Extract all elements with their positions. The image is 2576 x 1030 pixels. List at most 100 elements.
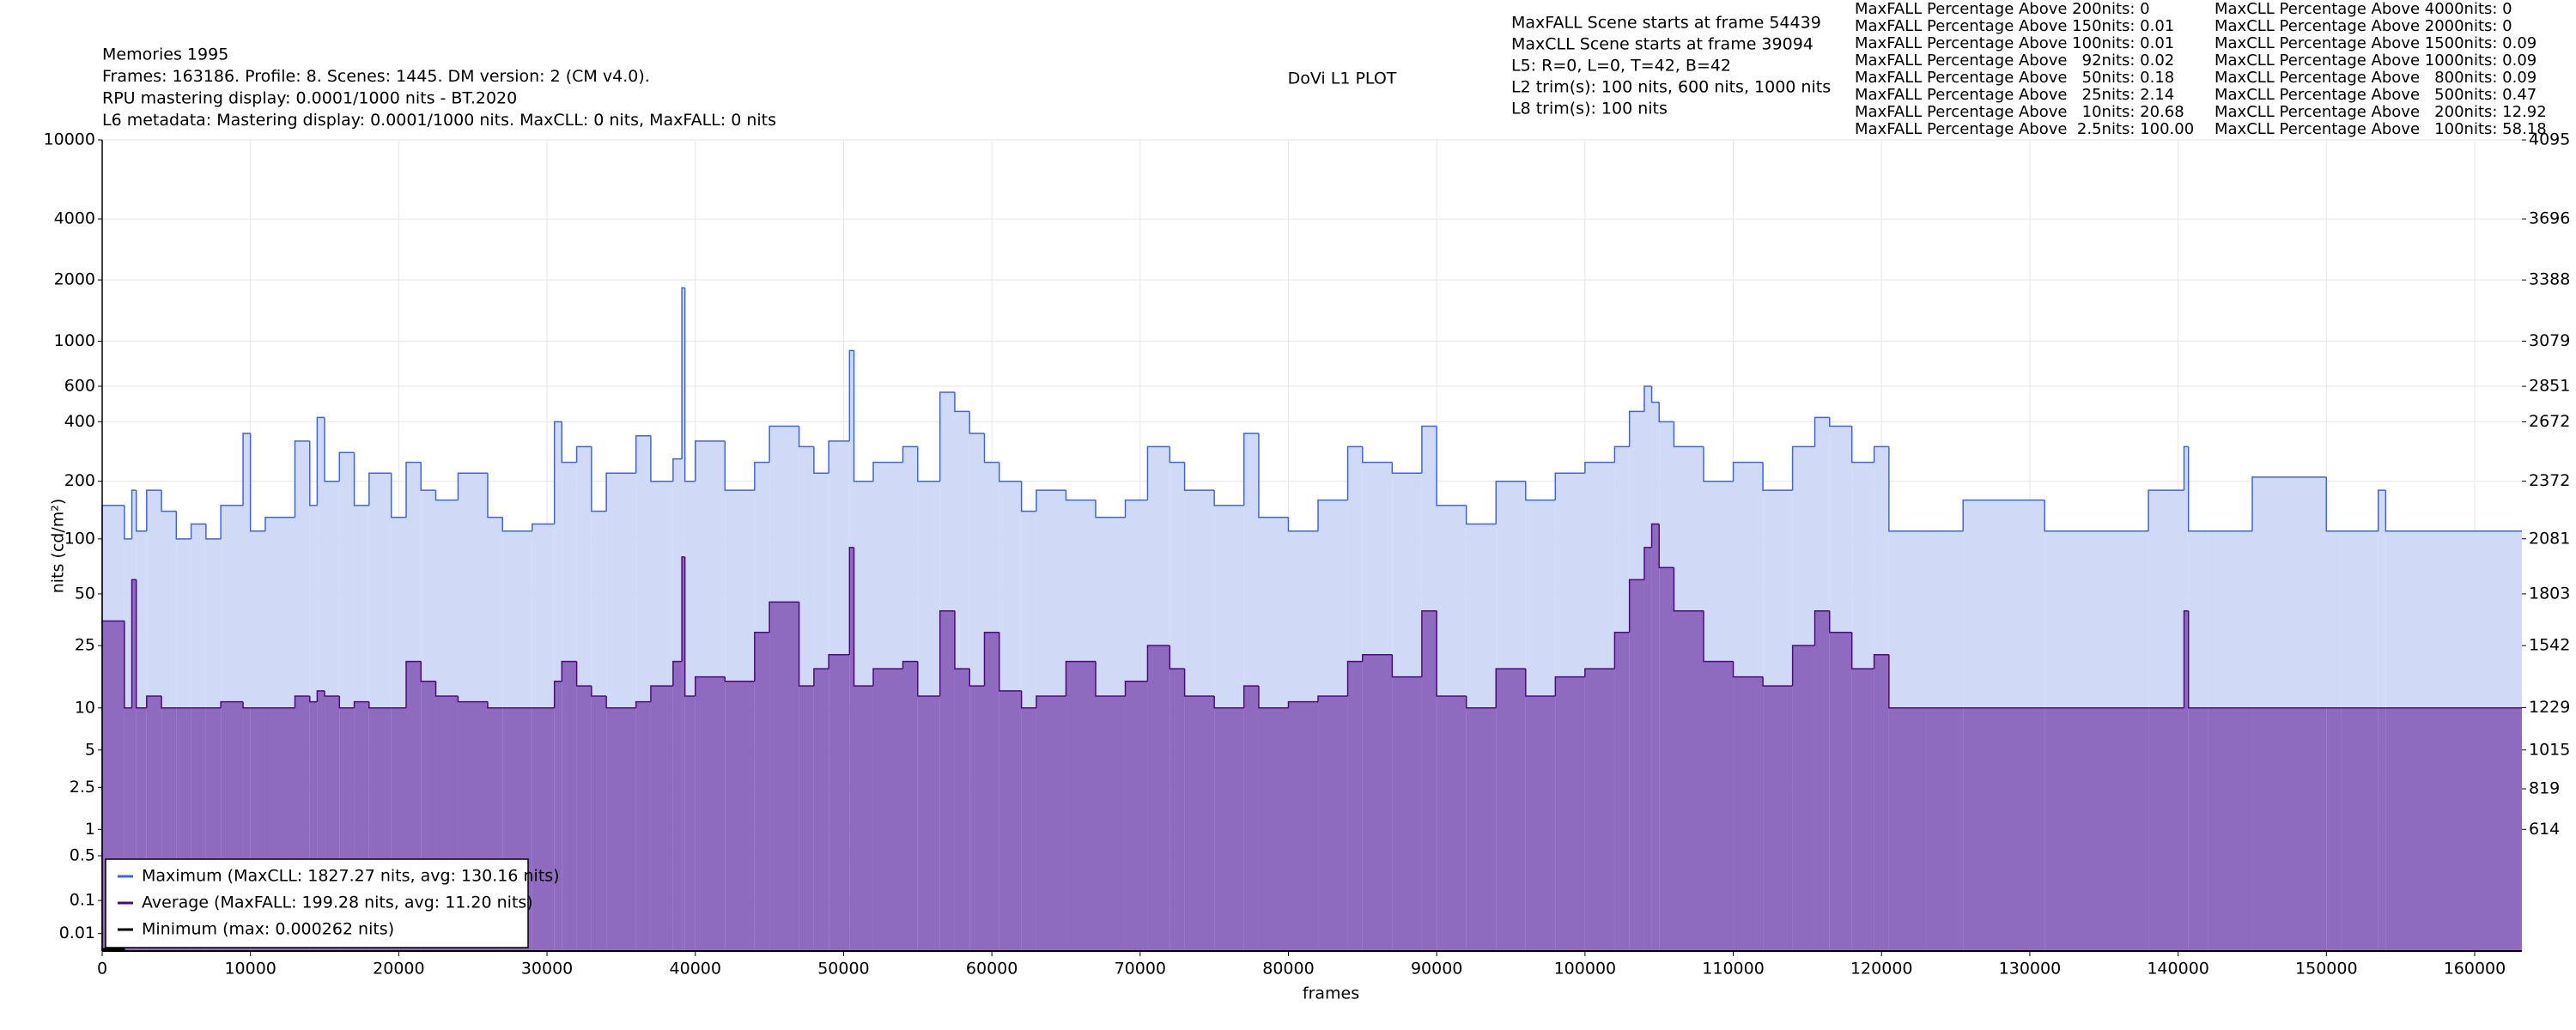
x-tick-label: 20000 [373,960,424,978]
step-line [1317,695,1348,702]
step-line [1213,696,1244,709]
x-tick-label: 70000 [1115,960,1166,978]
step-line [954,610,970,670]
step-line [1762,676,1793,687]
y2-tick-label: 4095 [2529,130,2570,149]
step-line [2183,445,2189,491]
step-area [829,654,850,951]
step-line [457,472,488,500]
step-line [161,490,177,512]
y-tick-label: 0.01 [59,924,95,942]
maxfall-percentage: MaxFALL Percentage Above 100nits: 0.01 [1855,34,2174,52]
x-tick-label: 50000 [817,960,869,978]
step-line [2187,610,2208,709]
step-area [532,707,555,951]
step-area [309,701,318,951]
step-line [1124,680,1148,697]
chart-title: DoVi L1 PLOT [1288,70,1397,88]
step-line [124,621,132,709]
step-line [754,461,770,491]
step-area [1963,707,2045,951]
step-line [2251,476,2327,531]
step-area [576,686,592,951]
step-area [554,681,562,951]
step-line [813,446,829,475]
step-line [1495,480,1526,524]
y2-tick-label: 2672 [2529,412,2570,431]
step-area [2251,707,2327,951]
step-line [1829,417,1852,427]
step-line [161,696,177,709]
step-line [190,523,206,539]
step-line [1888,446,1927,532]
y2-tick-label: 819 [2529,779,2560,798]
step-line [1362,446,1393,464]
step-line [1628,579,1644,633]
step-line [591,446,607,512]
step-line [1095,500,1126,518]
step-area [1258,707,1289,951]
step-line [1421,610,1437,677]
step-line [553,680,562,708]
legend-label: Maximum (MaxCLL: 1827.27 nits, avg: 130.… [142,867,560,886]
maxfall-percentage: MaxFALL Percentage Above 150nits: 0.01 [1855,17,2174,35]
step-line [798,602,814,687]
step-line [650,685,673,702]
step-line [1554,676,1585,697]
x-tick-label: 100000 [1554,960,1617,978]
step-area [854,686,873,951]
x-tick-label: 0 [97,960,107,978]
step-line [828,654,850,670]
x-tick-label: 110000 [1702,960,1765,978]
step-line [316,690,325,702]
step-area [591,696,607,951]
step-line [1065,660,1096,697]
maxcll-percentage: MaxCLL Percentage Above 1000nits: 0.09 [2215,52,2537,70]
legend-label: Average (MaxFALL: 199.28 nits, avg: 11.2… [142,894,533,912]
y-tick-label: 0.1 [70,891,95,910]
step-area [2044,707,2149,951]
step-line [1658,524,1674,569]
step-line [175,511,191,540]
step-area [917,696,940,951]
step-line [294,440,310,518]
step-line [368,472,392,506]
step-line [1391,462,1422,475]
step-line [1020,481,1036,512]
step-area [799,686,814,951]
x-tick-label: 150000 [2295,960,2358,978]
scene-info-line: L5: R=0, L=0, T=42, B=42 [1511,57,1731,76]
step-line [457,696,488,703]
step-line [1628,410,1644,447]
step-area [1659,567,1674,951]
maxcll-percentage: MaxCLL Percentage Above 800nits: 0.09 [2215,69,2537,87]
step-line [532,523,555,531]
step-line [501,517,532,532]
step-line [798,426,814,448]
step-area [684,696,696,951]
step-line [309,440,318,506]
y-tick-label: 4000 [54,209,95,228]
step-area [672,661,683,951]
step-line [242,433,251,506]
step-line [954,392,970,413]
step-area [902,661,918,951]
step-area [1874,654,1889,951]
y-tick-label: 2.5 [70,778,95,797]
step-area [1095,696,1126,951]
step-area [1318,696,1348,951]
step-line [316,416,325,506]
step-line [1065,490,1096,501]
maxfall-percentage: MaxFALL Percentage Above 25nits: 2.14 [1855,86,2174,104]
y-tick-label: 2000 [54,270,95,289]
step-line [605,696,636,709]
step-line [969,669,985,687]
step-area [1733,676,1764,951]
step-line [1643,385,1652,412]
maxfall-percentage: MaxFALL Percentage Above 10nits: 20.68 [1855,103,2184,121]
step-line [902,445,918,463]
step-line [124,505,132,540]
step-line [1613,631,1630,670]
step-line [1169,446,1185,464]
step-line [2148,489,2184,531]
